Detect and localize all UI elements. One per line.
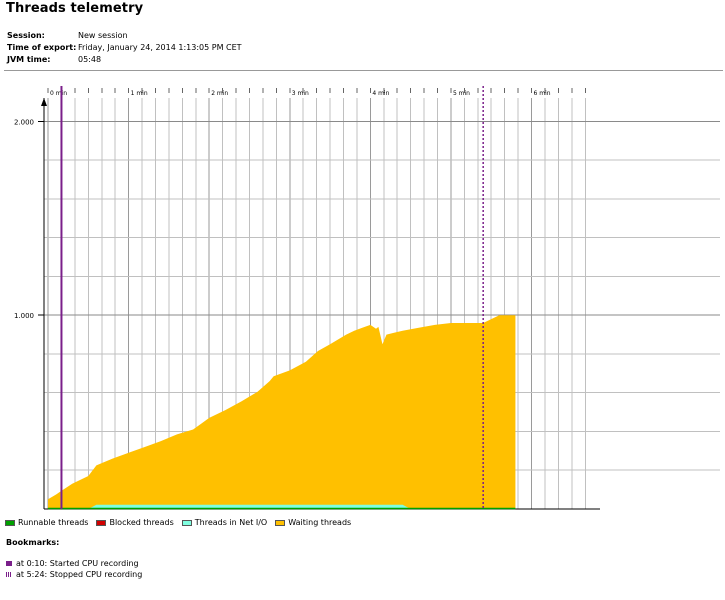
export-time-row: Time of export: Friday, January 24, 2014 … <box>7 42 242 53</box>
bookmark-dotted-icon <box>6 572 12 577</box>
legend-label-runnable: Runnable threads <box>18 518 89 527</box>
jvm-time-value: 05:48 <box>78 55 102 64</box>
legend-item-runnable: Runnable threads <box>5 518 88 527</box>
x-tick-label: 4 min <box>372 90 389 97</box>
header-divider <box>4 70 723 71</box>
x-tick-label: 2 min <box>211 90 228 97</box>
bookmarks-title: Bookmarks: <box>6 538 60 547</box>
bookmark-item[interactable]: at 0:10: Started CPU recording <box>6 559 139 568</box>
bookmark-solid-icon <box>6 561 12 566</box>
export-time-value: Friday, January 24, 2014 1:13:05 PM CET <box>78 43 242 52</box>
legend-label-waiting: Waiting threads <box>288 518 352 527</box>
threads-chart: 2.000 1.000 0 min 1 min 2 min 3 min 4 min 5 min… <box>14 86 720 510</box>
legend-label-netio: Threads in Net I/O <box>194 518 268 527</box>
blocked-swatch <box>96 519 107 526</box>
chart-legend: Runnable threads Blocked threads Threads… <box>5 518 351 527</box>
bookmark-text: at 5:24: Stopped CPU recording <box>16 570 143 579</box>
bookmark-item[interactable]: at 5:24: Stopped CPU recording <box>6 570 142 579</box>
jvm-time-row: JVM time: 05:48 <box>7 54 101 65</box>
session-label: Session: <box>7 31 45 40</box>
y-tick-label: 1.000 <box>14 312 34 320</box>
x-tick-label: 0 min <box>50 90 67 97</box>
legend-item-netio: Threads in Net I/O <box>181 518 268 527</box>
bookmark-text: at 0:10: Started CPU recording <box>16 559 139 568</box>
legend-label-blocked: Blocked threads <box>109 518 174 527</box>
waiting-swatch <box>275 519 286 526</box>
netio-swatch <box>181 519 192 526</box>
page-title: Threads telemetry <box>6 1 144 16</box>
legend-item-blocked: Blocked threads <box>96 518 174 527</box>
y-tick-label: 2.000 <box>14 118 34 126</box>
y-axis-arrow-icon <box>41 98 47 106</box>
session-row: Session: New session <box>7 30 128 41</box>
jvm-time-label: JVM time: <box>7 55 51 64</box>
session-value: New session <box>78 31 128 40</box>
waiting-threads-area <box>48 315 516 509</box>
x-tick-label: 6 min <box>534 90 551 97</box>
x-tick-label: 1 min <box>131 90 148 97</box>
runnable-swatch <box>5 519 15 526</box>
legend-item-waiting: Waiting threads <box>275 518 351 527</box>
x-tick-label: 3 min <box>292 90 309 97</box>
x-tick-label: 5 min <box>453 90 470 97</box>
export-time-label: Time of export: <box>7 43 77 52</box>
